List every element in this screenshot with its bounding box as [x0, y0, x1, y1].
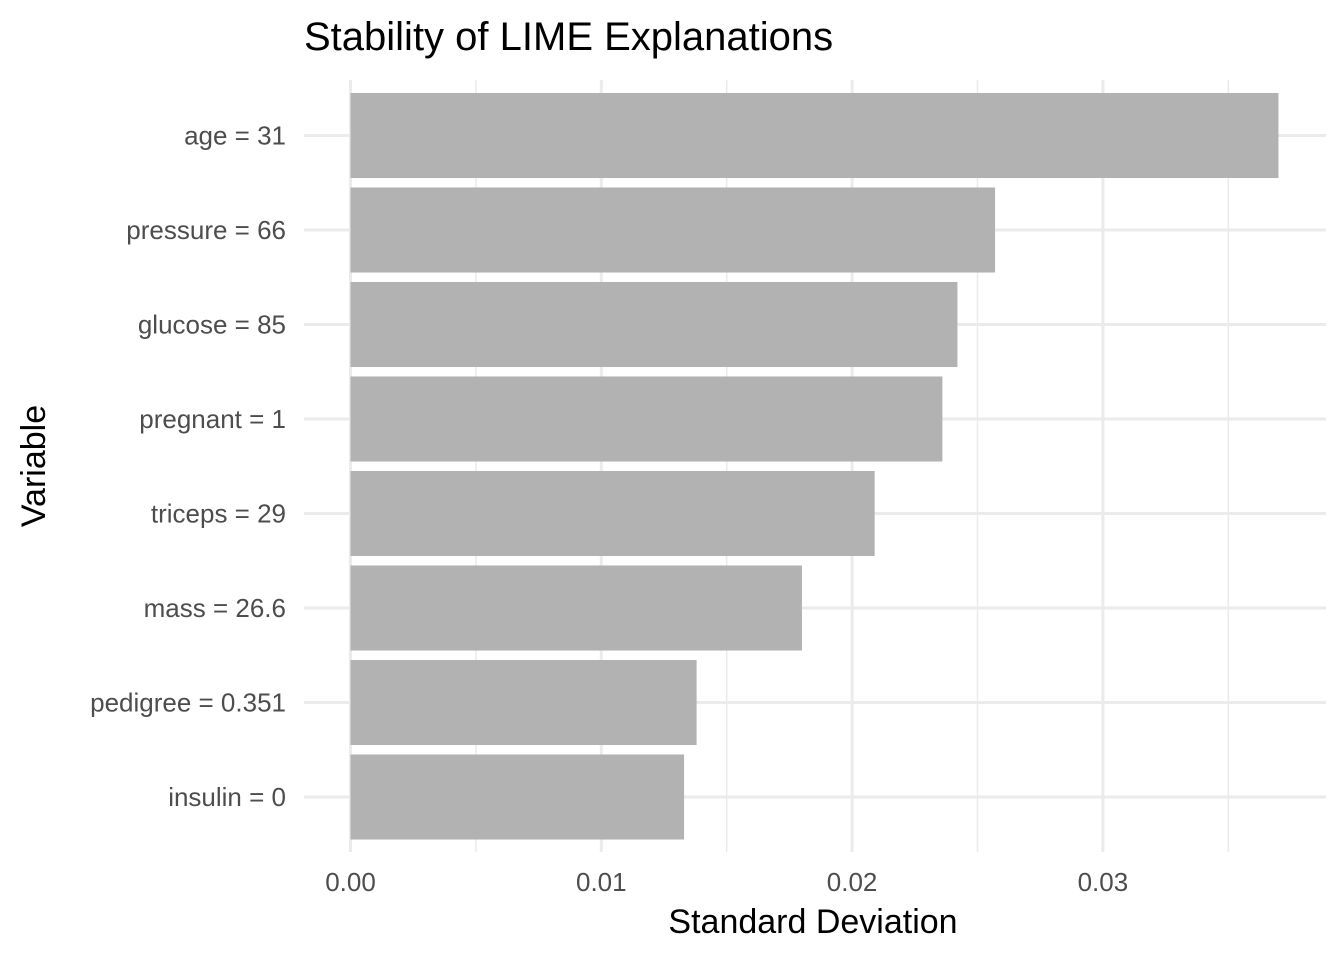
bars-layer — [350, 92, 1279, 840]
y-tick-label: insulin = 0 — [168, 782, 286, 812]
bar — [350, 659, 697, 746]
y-axis-title: Variable — [15, 405, 53, 527]
bar — [350, 470, 875, 557]
y-tick-label: pressure = 66 — [126, 215, 286, 245]
chart-title: Stability of LIME Explanations — [304, 15, 833, 59]
bar — [350, 754, 685, 840]
y-tick-label: pedigree = 0.351 — [90, 688, 286, 718]
x-tick-label: 0.02 — [827, 867, 878, 897]
x-tick-labels: 0.00 0.01 0.02 0.03 — [325, 867, 1128, 897]
x-tick-label: 0.01 — [576, 867, 627, 897]
y-tick-label: pregnant = 1 — [139, 404, 286, 434]
x-tick-label: 0.00 — [325, 867, 376, 897]
bar — [350, 187, 996, 273]
y-tick-label: age = 31 — [184, 121, 286, 151]
y-tick-label: triceps = 29 — [151, 499, 286, 529]
bar — [350, 92, 1279, 179]
bar — [350, 376, 943, 462]
bar — [350, 281, 958, 368]
bar — [350, 565, 802, 651]
x-tick-label: 0.03 — [1078, 867, 1129, 897]
y-tick-label: mass = 26.6 — [144, 593, 286, 623]
y-tick-labels: age = 31 pressure = 66 glucose = 85 pregnan… — [90, 121, 286, 813]
y-tick-label: glucose = 85 — [138, 310, 286, 340]
x-axis-title: Standard Deviation — [668, 903, 957, 941]
